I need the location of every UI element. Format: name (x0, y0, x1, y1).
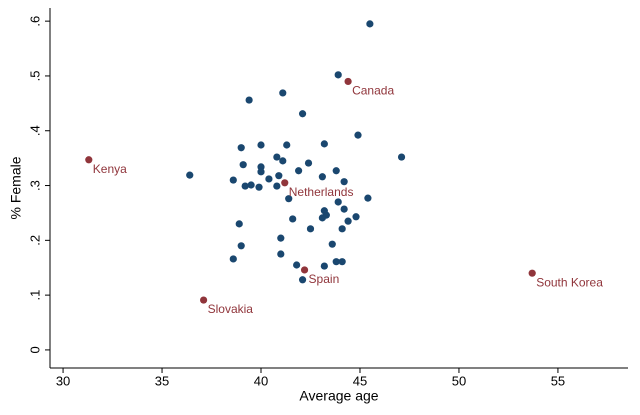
point (273, 153, 281, 161)
point (277, 234, 285, 242)
point (318, 214, 326, 222)
x-tick-label: 40 (254, 373, 268, 388)
point (332, 167, 340, 175)
point (283, 141, 291, 149)
point (285, 195, 293, 203)
point (298, 110, 307, 118)
point (247, 181, 255, 189)
point (265, 175, 273, 183)
point (320, 140, 328, 148)
y-axis-title: % Female (8, 156, 24, 219)
point (298, 276, 307, 284)
point (334, 198, 342, 206)
y-tick-label: .5 (27, 71, 42, 82)
point (352, 213, 360, 221)
x-tick-label: 50 (452, 373, 466, 388)
point (366, 20, 374, 28)
y-tick-label: 0 (27, 346, 42, 353)
point (320, 262, 328, 270)
point (237, 242, 245, 250)
point-label: Netherlands (289, 185, 354, 199)
point (334, 71, 342, 79)
point (397, 153, 406, 161)
point (328, 240, 336, 248)
point (281, 179, 289, 187)
point (275, 172, 283, 180)
point (300, 266, 309, 274)
point (332, 258, 340, 266)
point (306, 225, 315, 233)
point (255, 183, 263, 191)
point (338, 258, 346, 266)
point (279, 89, 287, 97)
x-tick-label: 55 (551, 373, 565, 388)
x-axis-title: Average age (299, 388, 378, 404)
point (289, 215, 297, 223)
point (257, 141, 265, 149)
point-label: South Korea (536, 275, 603, 289)
point (235, 220, 243, 228)
point-label: Kenya (93, 162, 127, 176)
point (293, 261, 301, 269)
y-tick-label: .6 (27, 16, 42, 27)
point (229, 255, 237, 263)
point (340, 178, 348, 186)
x-tick-label: 45 (353, 373, 367, 388)
point (241, 182, 249, 190)
point (295, 167, 303, 175)
point (245, 96, 253, 104)
point (277, 250, 285, 258)
point (200, 296, 208, 304)
point (279, 157, 287, 165)
point (338, 225, 346, 233)
point-label: Canada (352, 84, 394, 98)
point (340, 205, 348, 213)
point (364, 194, 372, 202)
point (85, 156, 93, 164)
point (229, 176, 237, 184)
x-tick-label: 30 (56, 373, 70, 388)
point (528, 269, 536, 277)
point (344, 217, 352, 225)
y-tick-label: .1 (27, 290, 42, 301)
point (273, 182, 281, 190)
y-tick-label: .4 (27, 125, 42, 136)
point (257, 168, 265, 176)
point (237, 144, 245, 152)
y-tick-label: .3 (27, 180, 42, 191)
y-tick-label: .2 (27, 235, 42, 246)
point (344, 77, 352, 86)
point (239, 161, 247, 169)
point-label: Slovakia (208, 302, 254, 316)
x-tick-label: 35 (155, 373, 169, 388)
point (354, 131, 362, 139)
point (318, 173, 326, 181)
point (304, 159, 313, 167)
point (257, 163, 265, 171)
point-label: Spain (309, 272, 340, 286)
point (186, 171, 194, 179)
